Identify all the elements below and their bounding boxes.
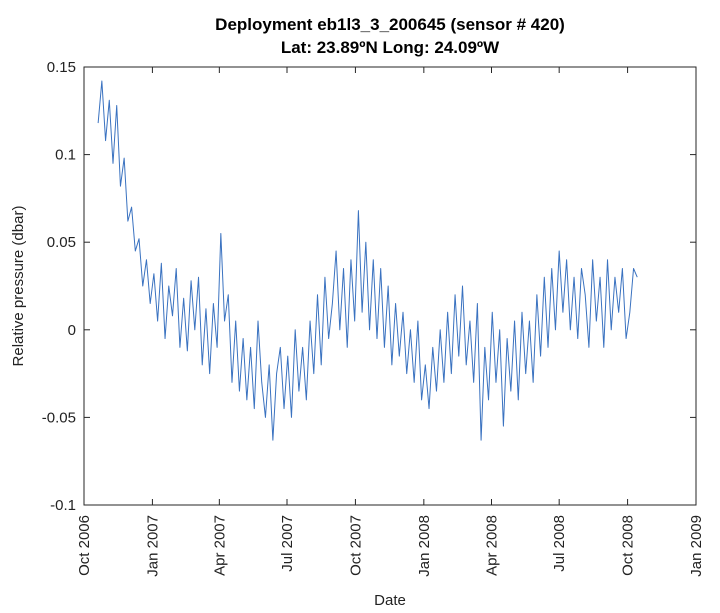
y-tick-label: -0.05 xyxy=(42,409,76,426)
x-tick-label: Jul 2008 xyxy=(551,515,568,572)
x-tick-label: Jan 2008 xyxy=(416,515,433,577)
chart-title: Deployment eb1l3_3_200645 (sensor # 420) xyxy=(215,15,565,34)
x-tick-label: Jul 2007 xyxy=(279,515,296,572)
x-axis-label: Date xyxy=(374,592,406,609)
data-line xyxy=(97,80,638,441)
x-tick-label: Apr 2007 xyxy=(211,515,228,576)
x-tick-label: Oct 2006 xyxy=(76,515,93,576)
x-tick-label: Oct 2008 xyxy=(620,515,637,576)
y-tick-label: -0.1 xyxy=(50,497,76,514)
y-tick-label: 0.15 xyxy=(47,59,76,76)
y-axis-label: Relative pressure (dbar) xyxy=(10,206,27,367)
x-tick-label: Jan 2009 xyxy=(688,515,705,577)
x-tick-label: Apr 2008 xyxy=(484,515,501,576)
plot-frame xyxy=(83,66,697,506)
x-tick-label: Oct 2007 xyxy=(347,515,364,576)
x-tick-label: Jan 2007 xyxy=(144,515,161,577)
chart-subtitle: Lat: 23.89ºN Long: 24.09ºW xyxy=(281,38,500,57)
y-tick-label: 0.05 xyxy=(47,234,76,251)
y-tick-label: 0 xyxy=(68,322,76,339)
y-tick-label: 0.1 xyxy=(55,147,76,164)
